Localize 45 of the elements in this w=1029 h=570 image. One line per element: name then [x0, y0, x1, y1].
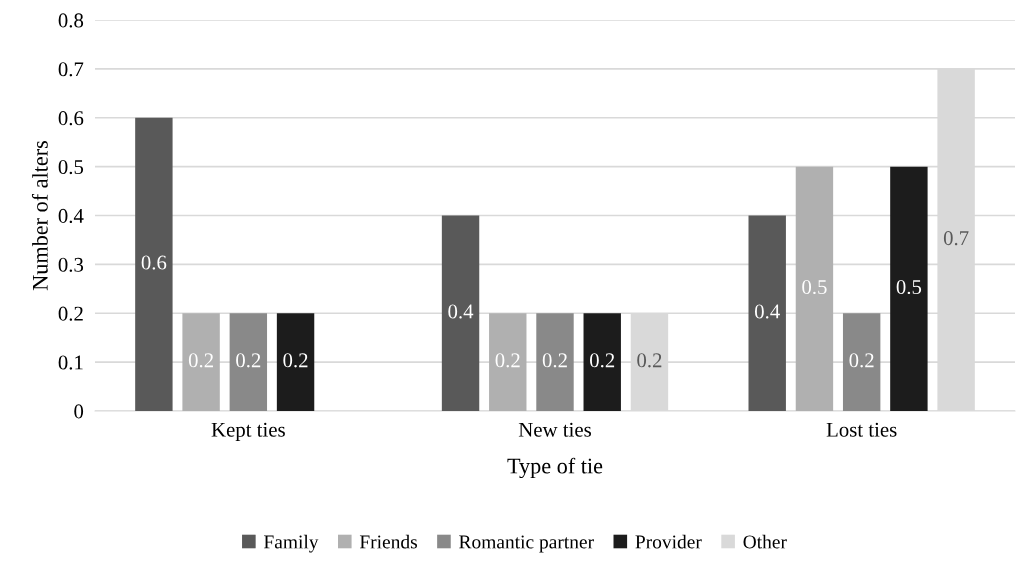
- bar: [229, 313, 268, 411]
- y-tick-label: 0.2: [58, 306, 83, 321]
- y-tick-label: 0.8: [58, 13, 84, 28]
- legend-label: Provider: [635, 534, 702, 549]
- bar: [276, 313, 315, 411]
- data-label: 0.5: [802, 279, 827, 295]
- bar: [795, 166, 834, 411]
- bar: [842, 313, 881, 411]
- y-axis-title: Number of alters: [31, 141, 48, 291]
- y-tick-label: 0.7: [58, 62, 84, 77]
- data-label: 0.2: [590, 353, 615, 368]
- data-label: 0.7: [943, 231, 969, 246]
- data-label: 0.6: [141, 255, 167, 270]
- data-label: 0.2: [188, 353, 213, 368]
- data-label: 0.2: [283, 353, 308, 368]
- bar: [489, 313, 527, 411]
- x-tick-label: Lost ties: [826, 422, 897, 437]
- legend-label: Friends: [359, 534, 417, 549]
- data-label: 0.5: [896, 279, 922, 295]
- legend-label: Other: [743, 534, 787, 549]
- y-tick-label: 0: [74, 404, 84, 419]
- bar: [536, 313, 574, 411]
- data-label: 0.2: [637, 353, 662, 368]
- data-label: 0.2: [236, 353, 261, 368]
- bar: [441, 215, 480, 411]
- legend-label: Family: [263, 534, 319, 553]
- data-label: 0.2: [542, 353, 567, 368]
- y-tick-label: 0.6: [58, 111, 84, 126]
- x-tick-label: New ties: [518, 422, 591, 437]
- y-tick-label: 0.5: [58, 160, 84, 175]
- bar: [890, 166, 928, 411]
- bar: [748, 215, 786, 411]
- x-tick-label: Kept ties: [211, 422, 285, 441]
- data-label: 0.4: [754, 304, 780, 319]
- y-tick-label: 0.3: [58, 257, 84, 272]
- bar: [182, 313, 220, 411]
- bar: [135, 117, 173, 411]
- bar: [583, 313, 621, 411]
- data-label: 0.2: [849, 353, 874, 368]
- legend-label: Romantic partner: [459, 535, 594, 553]
- data-label: 0.4: [448, 304, 474, 319]
- y-tick-label: 0.1: [58, 355, 83, 370]
- x-axis-title: Type of tie: [507, 457, 603, 479]
- data-label: 0.2: [495, 353, 520, 368]
- y-tick-label: 0.4: [58, 208, 84, 224]
